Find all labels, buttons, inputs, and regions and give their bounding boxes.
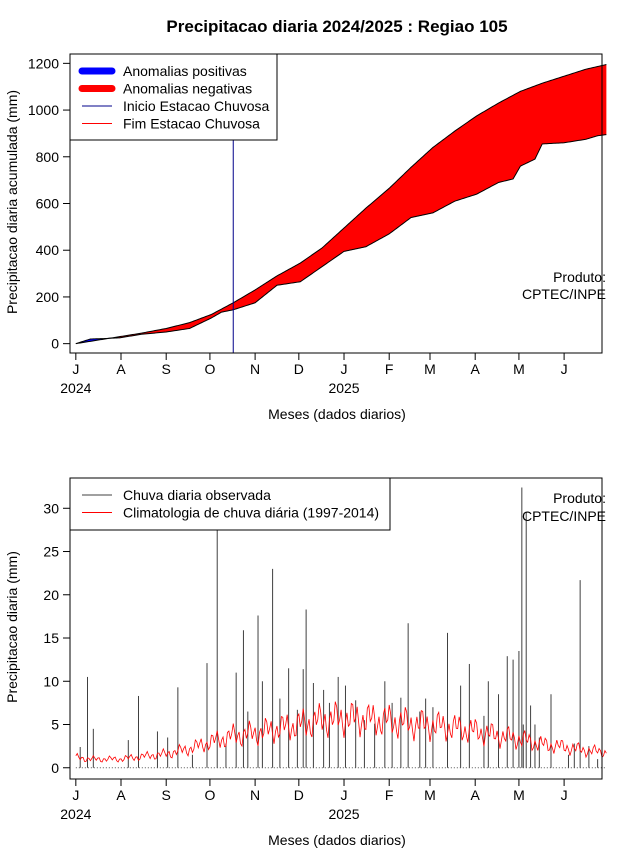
y-tick-label: 400 (36, 242, 60, 258)
x-tick-label: M (424, 361, 436, 377)
cumulative-watermark-line2: CPTEC/INPE (522, 286, 606, 302)
x-tick-label: M (513, 787, 525, 803)
observed-cumulative-line (75, 134, 607, 345)
x-tick-label: J (72, 787, 79, 803)
x-tick-label: A (116, 361, 126, 377)
y-tick-label: 30 (43, 500, 59, 516)
x-tick-label: S (162, 361, 171, 377)
y-tick-label: 1200 (28, 55, 59, 71)
x-tick-label: J (561, 361, 568, 377)
climatology-cumulative-line (75, 64, 607, 345)
y-tick-label: 0 (51, 760, 59, 776)
x-tick-label: N (250, 787, 260, 803)
x-tick-label: A (471, 787, 481, 803)
figure-title: Precipitacao diaria 2024/2025 : Regiao 1… (166, 17, 507, 36)
x-year-label: 2025 (328, 380, 359, 396)
cumulative-legend: Anomalias positivas Anomalias negativasIn… (69, 53, 278, 141)
climatology-daily-line (75, 701, 607, 763)
y-tick-label: 200 (36, 289, 60, 305)
x-tick-label: F (385, 787, 394, 803)
legend-box (69, 477, 391, 531)
x-tick-label: A (116, 787, 126, 803)
legend-label: Inicio Estacao Chuvosa (123, 98, 270, 114)
cumulative-precipitation-panel: 0 200 400 600 800 1000 1200 J A S O N D J F M A M J 2024 202… (4, 53, 607, 422)
x-tick-label: F (385, 361, 394, 377)
y-tick-label: 10 (43, 673, 59, 689)
daily-x-axis-label: Meses (dados diarios) (268, 832, 406, 848)
daily-legend: Chuva diaria observada Climatologia de ch… (69, 477, 391, 531)
cumulative-y-axis-label: Precipitacao diaria acumulada (mm) (4, 90, 20, 314)
x-year-label: 2025 (328, 806, 359, 822)
daily-observed-spikes (75, 487, 607, 769)
x-tick-label: J (341, 361, 348, 377)
daily-watermark-line2: CPTEC/INPE (522, 508, 606, 524)
legend-label: Anomalias negativas (123, 81, 252, 97)
legend-label: Anomalias positivas (123, 63, 247, 79)
x-tick-label: J (72, 361, 79, 377)
cumulative-x-axis-label: Meses (dados diarios) (268, 406, 406, 422)
daily-watermark-line1: Produto: (553, 490, 606, 506)
x-tick-label: J (341, 787, 348, 803)
x-tick-label: D (294, 361, 304, 377)
x-tick-label: N (250, 361, 260, 377)
x-tick-label: D (294, 787, 304, 803)
y-tick-label: 0 (51, 336, 59, 352)
y-tick-label: 15 (43, 630, 59, 646)
x-year-label: 2024 (60, 380, 91, 396)
x-tick-label: J (561, 787, 568, 803)
x-tick-label: O (204, 787, 215, 803)
cumulative-anomaly-area (75, 54, 607, 353)
cumulative-axes: 0 200 400 600 800 1000 1200 J A S O N D J F M A M J 2024 202… (28, 53, 603, 396)
legend-label: Fim Estacao Chuvosa (123, 116, 260, 132)
x-year-label: 2024 (60, 806, 91, 822)
daily-y-axis-label: Precipitacao diaria (mm) (4, 551, 20, 703)
x-tick-label: M (513, 361, 525, 377)
x-tick-label: O (204, 361, 215, 377)
y-tick-label: 20 (43, 587, 59, 603)
legend-label: Climatologia de chuva diária (1997-2014) (123, 505, 379, 521)
y-tick-label: 600 (36, 196, 60, 212)
negative-anomaly-area (75, 64, 607, 344)
cumulative-watermark-line1: Produto: (553, 269, 606, 285)
legend-label: Chuva diaria observada (123, 487, 271, 503)
x-tick-label: M (424, 787, 436, 803)
x-tick-label: S (162, 787, 171, 803)
y-tick-label: 800 (36, 149, 60, 165)
y-tick-label: 1000 (28, 102, 59, 118)
y-tick-label: 5 (51, 717, 59, 733)
x-tick-label: A (471, 361, 481, 377)
y-tick-label: 25 (43, 544, 59, 560)
